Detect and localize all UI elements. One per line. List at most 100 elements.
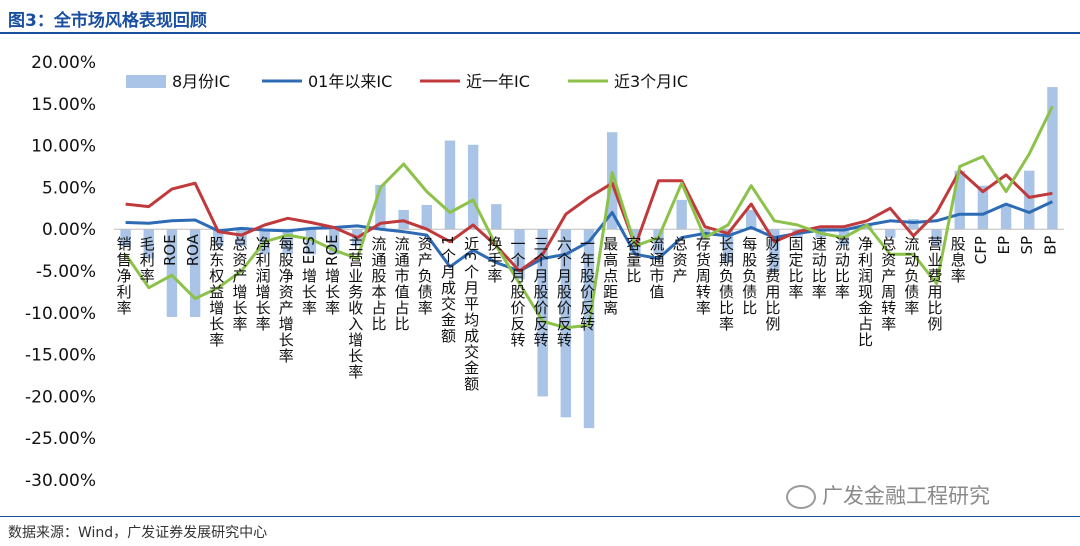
bar-每股负债比 xyxy=(745,209,757,230)
x-tick-label-latin: 3 xyxy=(462,251,480,261)
line-近3个月IC xyxy=(124,105,1054,330)
x-tick-label: 存货周转率 xyxy=(696,235,711,317)
x-tick-label: 总资产 xyxy=(673,235,688,285)
bar-三个月股价反转 xyxy=(537,229,548,397)
ic-chart: 20.00% 15.00% 10.00% 5.00% 0.00% -5.00% -10.00… xyxy=(25,53,1064,491)
x-tick-label: 毛利率 xyxy=(140,235,155,285)
bar-EP xyxy=(1000,204,1012,230)
line-series xyxy=(124,105,1054,330)
x-tick-label: 最高点距离 xyxy=(603,235,618,317)
legend-label: 01年以来IC xyxy=(308,72,392,91)
bar-总资产 xyxy=(676,199,687,230)
y-tick-label: 5.00% xyxy=(42,178,96,198)
x-tick-label: 换手率 xyxy=(487,235,502,285)
x-tick-label: 股东权益增长率 xyxy=(209,235,224,349)
bar-毛利率 xyxy=(143,229,154,259)
x-tick-label: 销售净利率 xyxy=(117,235,132,317)
bar-总资产增长率 xyxy=(236,229,247,246)
x-tick-label: 流通市值占比 xyxy=(395,235,410,333)
y-axis: 20.00% 15.00% 10.00% 5.00% 0.00% -5.00% -10.00… xyxy=(25,53,96,491)
x-tick-label: 股息率 xyxy=(951,235,966,285)
x-tick-label: 容量比 xyxy=(626,235,641,285)
legend-swatch xyxy=(126,75,166,88)
x-tick-label-latin: EPS xyxy=(300,236,318,264)
x-tick-label: 一个月股价反转 xyxy=(510,235,525,349)
y-tick-label: 20.00% xyxy=(31,53,96,73)
bar-ROE xyxy=(166,229,178,317)
y-tick-label: -25.00% xyxy=(25,429,96,449)
watermark: 广发金融工程研究 xyxy=(786,480,990,510)
y-tick-label: 15.00% xyxy=(31,95,96,115)
bar-资产负债率 xyxy=(421,204,433,230)
line-近一年IC xyxy=(125,169,1053,273)
bar-流通股本占比 xyxy=(375,184,386,230)
x-tick-label: 营业费用比例 xyxy=(928,235,943,333)
x-tick-label-latin: BP xyxy=(1041,236,1059,255)
x-tick-label: 每股净资产增长率 xyxy=(279,235,294,365)
x-tick-label: 六个月股价反转 xyxy=(557,235,572,349)
x-tick-label: 流动负债率 xyxy=(904,235,919,317)
x-tick-label: 速动比率 xyxy=(812,235,827,301)
y-tick-label: 0.00% xyxy=(42,220,96,240)
bar-换手率 xyxy=(491,204,502,230)
x-tick-label: 流动比率 xyxy=(835,235,850,301)
bar-ROA xyxy=(189,229,201,317)
legend-label: 近一年IC xyxy=(466,72,530,91)
bar-流动负债率 xyxy=(908,219,919,230)
x-tick-label: 总资产增长率 xyxy=(232,235,247,333)
bar-BP xyxy=(1047,87,1058,230)
x-tick-label: 近个月平均成交金额 xyxy=(464,235,479,393)
bar-长期负债比率 xyxy=(722,229,734,263)
bar-营业费用比例 xyxy=(931,229,942,246)
bar-EPS增长率 xyxy=(305,229,317,255)
legend-label: 8月份IC xyxy=(172,72,230,91)
bar-CFP xyxy=(977,185,989,230)
y-tick-label: -30.00% xyxy=(25,471,96,491)
top-rule xyxy=(0,32,1080,34)
bar-财务费用比例 xyxy=(769,229,780,271)
bar-ROE增长率 xyxy=(328,229,340,255)
x-tick-label: 每股负债比 xyxy=(742,235,757,317)
x-tick-label: 总资产周转率 xyxy=(881,235,896,333)
y-tick-label: 10.00% xyxy=(31,137,96,157)
bar-销售净利率 xyxy=(120,229,131,246)
x-tick-label: 一年股价反转 xyxy=(580,235,595,333)
legend-label: 近3个月IC xyxy=(614,72,688,91)
x-tick-label-latin: CFP xyxy=(972,236,990,264)
x-tick-label-latin: ROE xyxy=(323,234,341,266)
figure-title: 图3：全市场风格表现回顾 xyxy=(8,11,207,31)
bar-近3个月平均成交金额 xyxy=(467,144,479,230)
source-note: 数据来源：Wind，广发证券发展研究中心 xyxy=(8,525,268,541)
x-tick-label-latin: SP xyxy=(1018,236,1036,255)
x-tick-label: 增长率 xyxy=(302,267,317,317)
bar-一个月股价反转 xyxy=(514,229,525,280)
x-tick-label-latin: ROE xyxy=(161,234,179,266)
x-tick-label: 净利润现金占比 xyxy=(858,235,873,349)
bar-总资产周转率 xyxy=(885,229,896,238)
x-tick-label: 固定比率 xyxy=(789,235,804,301)
y-tick-label: -20.00% xyxy=(25,387,96,407)
bar-股息率 xyxy=(954,170,965,230)
x-tick-label: 长期负债比率 xyxy=(719,235,734,333)
bar-每股净资产增长率 xyxy=(282,229,293,255)
bar-一年股价反转 xyxy=(583,229,595,429)
bar-SP xyxy=(1024,170,1035,230)
x-tick-label: 增长率 xyxy=(325,267,340,317)
x-tick-label: 资产负债率 xyxy=(418,235,433,317)
x-tick-label: 财务费用比例 xyxy=(765,235,780,333)
x-tick-label-latin: ROA xyxy=(184,233,202,266)
y-tick-label: -10.00% xyxy=(25,304,96,324)
bar-1个月成交金额 xyxy=(444,140,456,230)
bar-股东权益增长率 xyxy=(213,229,224,246)
x-tick-label-latin: 1 xyxy=(439,235,457,245)
wechat-icon xyxy=(786,485,816,509)
x-tick-label: 流通市值 xyxy=(650,235,665,301)
y-tick-label: -5.00% xyxy=(36,262,96,282)
x-tick-label: 主营业务收入增长率 xyxy=(348,235,363,381)
x-tick-label-latin: EP xyxy=(995,236,1013,255)
bar-流通市值 xyxy=(653,229,664,255)
line-01年以来IC xyxy=(125,200,1054,273)
bottom-rule xyxy=(0,516,1080,517)
bar-六个月股价反转 xyxy=(560,229,572,418)
